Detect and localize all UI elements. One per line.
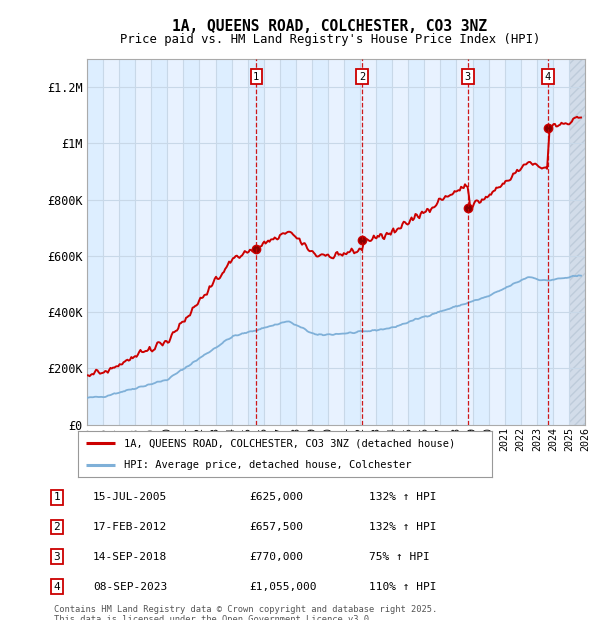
Text: £657,500: £657,500: [249, 522, 303, 532]
Bar: [424, 59, 440, 425]
Text: £625,000: £625,000: [249, 492, 303, 502]
Bar: [505, 59, 521, 425]
Text: 1A, QUEENS ROAD, COLCHESTER, CO3 3NZ: 1A, QUEENS ROAD, COLCHESTER, CO3 3NZ: [173, 19, 487, 33]
Bar: [569, 59, 585, 425]
Bar: [392, 59, 408, 425]
Text: 110% ↑ HPI: 110% ↑ HPI: [369, 582, 437, 591]
Text: 08-SEP-2023: 08-SEP-2023: [93, 582, 167, 591]
Text: HPI: Average price, detached house, Colchester: HPI: Average price, detached house, Colc…: [124, 460, 411, 470]
Text: 75% ↑ HPI: 75% ↑ HPI: [369, 552, 430, 562]
Text: 3: 3: [53, 552, 61, 562]
Bar: [167, 59, 184, 425]
Bar: [457, 59, 473, 425]
Bar: [312, 59, 328, 425]
Text: 132% ↑ HPI: 132% ↑ HPI: [369, 522, 437, 532]
Bar: [328, 59, 344, 425]
Bar: [569, 59, 585, 425]
Bar: [521, 59, 537, 425]
Bar: [248, 59, 264, 425]
Bar: [376, 59, 392, 425]
Bar: [473, 59, 488, 425]
Bar: [151, 59, 167, 425]
Bar: [408, 59, 424, 425]
Text: 2: 2: [53, 522, 61, 532]
Bar: [87, 59, 103, 425]
Text: 3: 3: [465, 72, 471, 82]
Text: 4: 4: [53, 582, 61, 591]
Bar: [553, 59, 569, 425]
Text: 2: 2: [359, 72, 365, 82]
Bar: [488, 59, 505, 425]
Text: 14-SEP-2018: 14-SEP-2018: [93, 552, 167, 562]
Bar: [264, 59, 280, 425]
Bar: [184, 59, 199, 425]
Text: 1: 1: [253, 72, 259, 82]
Text: £770,000: £770,000: [249, 552, 303, 562]
Text: £1,055,000: £1,055,000: [249, 582, 317, 591]
Bar: [135, 59, 151, 425]
Bar: [537, 59, 553, 425]
Text: 15-JUL-2005: 15-JUL-2005: [93, 492, 167, 502]
Bar: [440, 59, 457, 425]
Bar: [215, 59, 232, 425]
Bar: [103, 59, 119, 425]
Bar: [232, 59, 248, 425]
Bar: [360, 59, 376, 425]
Bar: [119, 59, 135, 425]
Text: Price paid vs. HM Land Registry's House Price Index (HPI): Price paid vs. HM Land Registry's House …: [120, 33, 540, 46]
Text: 4: 4: [545, 72, 551, 82]
Text: 132% ↑ HPI: 132% ↑ HPI: [369, 492, 437, 502]
Text: 1: 1: [53, 492, 61, 502]
Text: 17-FEB-2012: 17-FEB-2012: [93, 522, 167, 532]
Bar: [280, 59, 296, 425]
Text: Contains HM Land Registry data © Crown copyright and database right 2025.
This d: Contains HM Land Registry data © Crown c…: [54, 604, 437, 620]
Bar: [344, 59, 360, 425]
Bar: [569, 59, 585, 425]
Text: 1A, QUEENS ROAD, COLCHESTER, CO3 3NZ (detached house): 1A, QUEENS ROAD, COLCHESTER, CO3 3NZ (de…: [124, 438, 455, 448]
Bar: [296, 59, 312, 425]
Bar: [199, 59, 215, 425]
